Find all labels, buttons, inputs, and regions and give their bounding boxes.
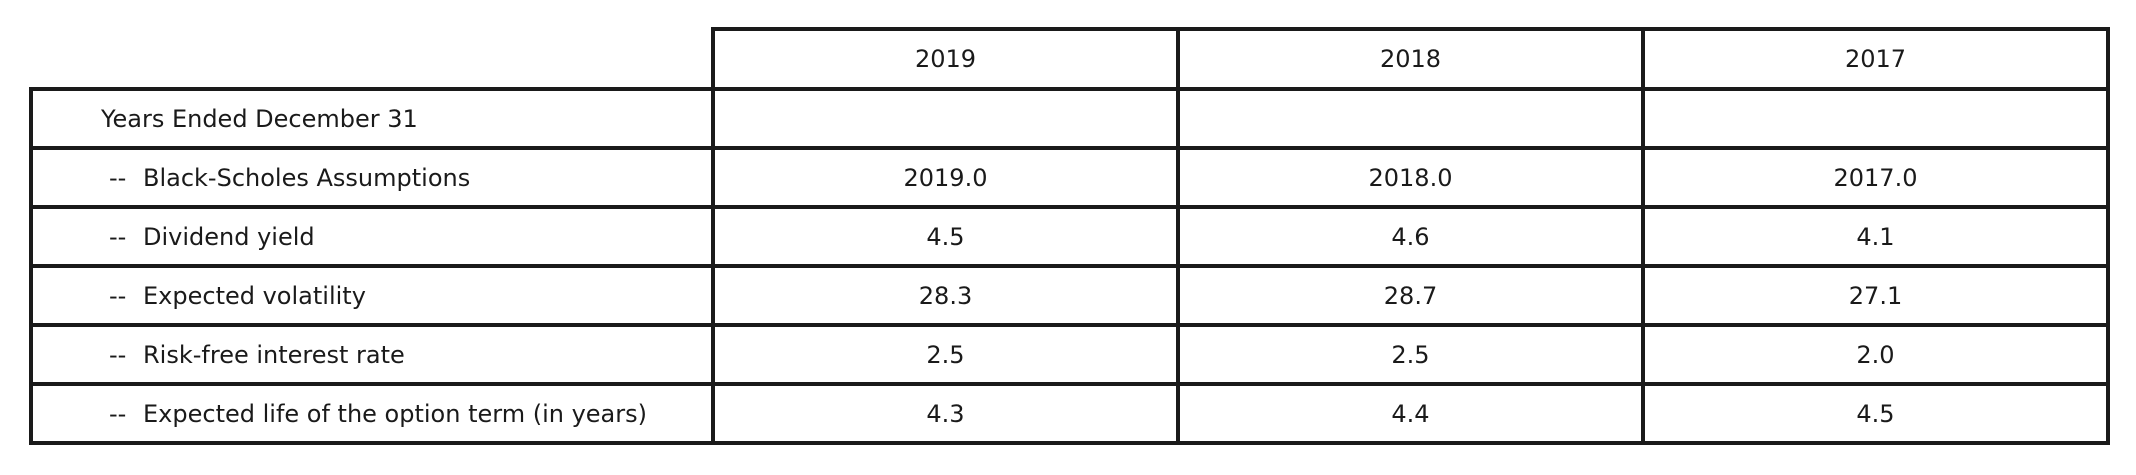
table-row: Years Ended December 31 [29, 87, 2110, 150]
table-cell [1641, 87, 2110, 150]
table-cell: 2017.0 [1641, 146, 2110, 209]
table-cell: 27.1 [1641, 264, 2110, 327]
black-scholes-table: 2019 2018 2017 Years Ended December 31 -… [29, 27, 2110, 445]
data-table-container: 2019 2018 2017 Years Ended December 31 -… [29, 27, 2110, 445]
table-row: -- Expected life of the option term (in y… [29, 382, 2110, 445]
row-label: -- Expected volatility [29, 264, 715, 327]
table-cell: 4.6 [1176, 205, 1645, 268]
table-row: -- Risk-free interest rate 2.5 2.5 2.0 [29, 323, 2110, 386]
column-header-2019: 2019 [711, 27, 1180, 91]
row-label-text: Expected volatility [143, 281, 366, 310]
table-cell: 2019.0 [711, 146, 1180, 209]
row-prefix: -- [109, 163, 127, 192]
header-row: 2019 2018 2017 [31, 27, 2110, 91]
row-label: -- Expected life of the option term (in y… [29, 382, 715, 445]
table-cell [711, 87, 1180, 150]
row-prefix: -- [109, 281, 127, 310]
row-label-text: Black-Scholes Assumptions [143, 163, 471, 192]
table-row: -- Dividend yield 4.5 4.6 4.1 [29, 205, 2110, 268]
table-cell [1176, 87, 1645, 150]
table-cell: 28.7 [1176, 264, 1645, 327]
row-prefix: -- [109, 340, 127, 369]
row-label-text: Expected life of the option term (in yea… [143, 399, 647, 428]
table-cell: 4.4 [1176, 382, 1645, 445]
table-cell: 4.5 [1641, 382, 2110, 445]
row-label: -- Risk-free interest rate [29, 323, 715, 386]
row-prefix: -- [109, 222, 127, 251]
table-cell: 4.3 [711, 382, 1180, 445]
table-cell: 2.0 [1641, 323, 2110, 386]
column-header-2017: 2017 [1641, 27, 2110, 91]
row-label: -- Dividend yield [29, 205, 715, 268]
table-cell: 2.5 [711, 323, 1180, 386]
column-header-2018: 2018 [1176, 27, 1645, 91]
header-corner-cell [31, 29, 713, 89]
table-row: -- Expected volatility 28.3 28.7 27.1 [29, 264, 2110, 327]
table-row: -- Black-Scholes Assumptions 2019.0 2018.… [29, 146, 2110, 209]
table-cell: 4.1 [1641, 205, 2110, 268]
row-prefix: -- [109, 399, 127, 428]
table-cell: 28.3 [711, 264, 1180, 327]
row-label-text: Risk-free interest rate [143, 340, 405, 369]
row-label: -- Black-Scholes Assumptions [29, 146, 715, 209]
row-label-text: Dividend yield [143, 222, 315, 251]
row-label: Years Ended December 31 [29, 87, 715, 150]
row-label-text: Years Ended December 31 [101, 104, 418, 133]
table-cell: 2.5 [1176, 323, 1645, 386]
table-cell: 2018.0 [1176, 146, 1645, 209]
table-cell: 4.5 [711, 205, 1180, 268]
